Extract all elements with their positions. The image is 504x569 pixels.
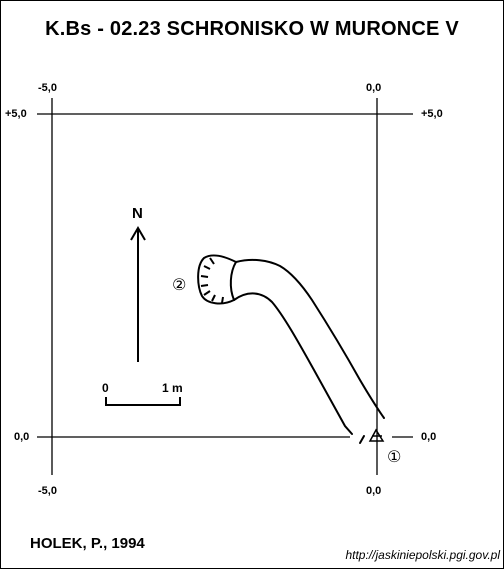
north-label: N [132,205,143,222]
label-top-left-y: +5,0 [5,108,27,120]
page-title: K.Bs - 02.23 SCHRONISKO W MURONCE V [45,18,459,40]
label-top-right-y: +5,0 [421,108,443,120]
label-bottom-left-x: -5,0 [38,485,57,497]
entrance-marker-2: ② [172,277,187,294]
entrance-marker-1: ① [387,449,402,466]
label-bottom-left-y: 0,0 [14,431,30,443]
survey-station-triangle [368,428,385,442]
label-top-left-x: -5,0 [38,82,57,94]
north-arrow [130,226,146,362]
cave-passage [197,254,385,444]
label-bottom-right-x: 0,0 [366,485,382,497]
source-link[interactable]: http://jaskiniepolski.pgi.gov.pl [345,548,500,562]
chamber-hatching [200,257,224,304]
scale-label-start: 0 [102,381,109,395]
author-credit: HOLEK, P., 1994 [30,535,145,552]
scale-label-end: 1 m [162,381,183,395]
scale-bar [105,397,181,406]
label-bottom-right-y: 0,0 [421,431,437,443]
label-top-right-x: 0,0 [366,82,382,94]
